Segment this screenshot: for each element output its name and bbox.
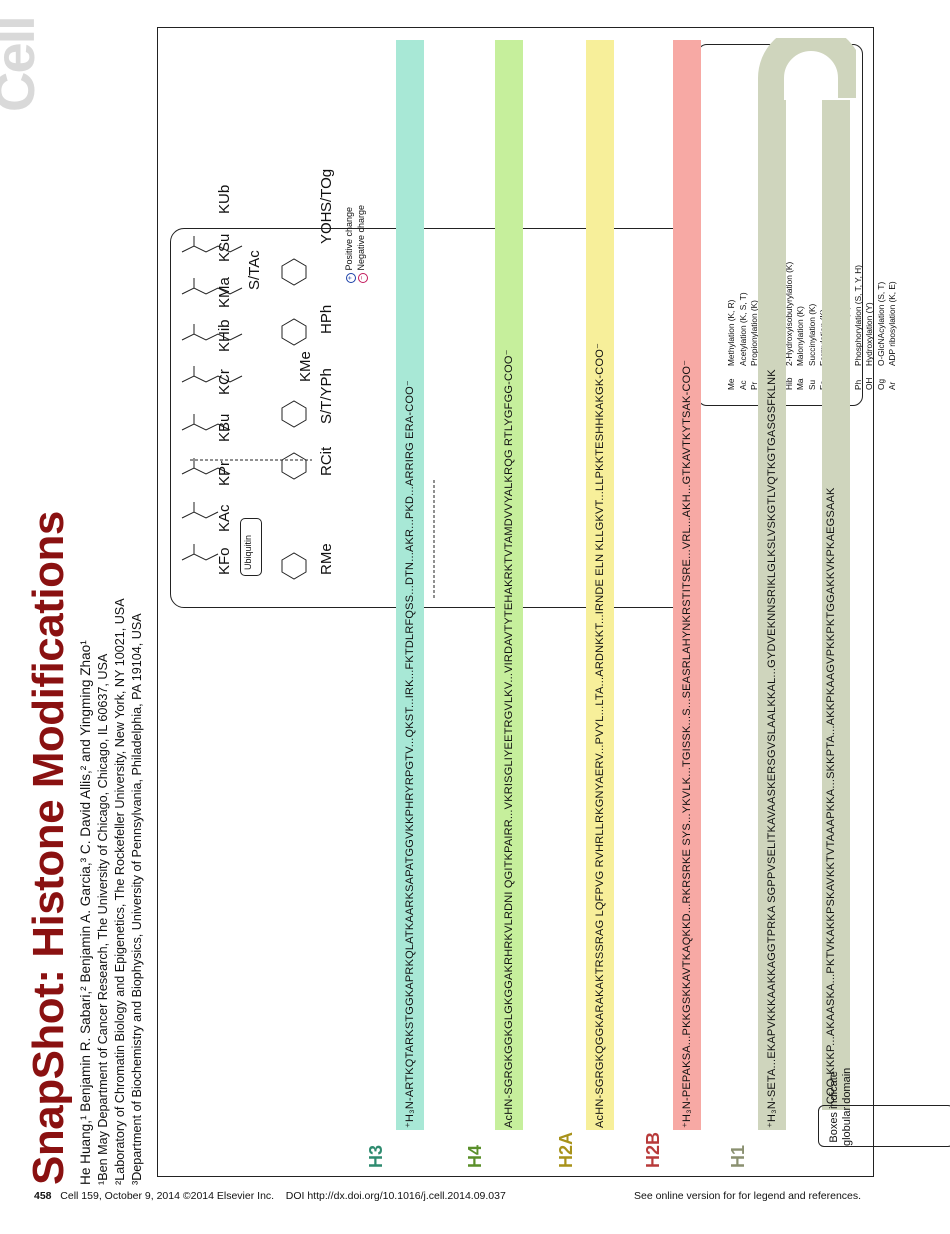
histone-band-h1 [758,100,786,1130]
legend-item: Ph Phosphorylation (S, T, Y, H) [853,262,865,390]
acyl-chain-structure [181,553,219,561]
legend-item: Me Methylation (K, R) [726,262,738,390]
histone-sequence-h1: ⁺H₃N-SETA...EKAPVKKKAAKKAGGTPRKA SGPPVSE… [766,369,778,1128]
page-title: SnapShot: Histone Modifications [24,511,73,1185]
histone-name-h4: H4 [465,1144,485,1168]
legend-text: Malonylation (K) [795,306,805,366]
legend-abbr: Ac [737,380,748,390]
mod-label-s-tog: S/TOg [318,168,335,212]
histone-sequence-h4: AcHN-SGRGKGGKGLGKGGAKRHRKVLRDNI QGITKPAI… [503,349,515,1128]
histone-name-h3: H3 [366,1144,386,1168]
histone-name-h2b: H2B [643,1131,663,1168]
mod-label-rme: RMe [318,543,335,575]
figure-frame [157,27,874,1177]
legend-abbr: Ph [852,379,863,390]
mod-label-kma: KMa [216,277,233,308]
mod-label-rcit: RCit [318,446,335,476]
footer: 458 Cell 159, October 9, 2014 ©2014 Else… [34,1190,506,1202]
acyl-chain-structure [181,423,231,431]
mod-label-kbu: KBu [216,413,233,442]
ring-structure [281,400,307,428]
mod-label-kme: KMe [297,351,314,382]
legend-text: Acetylation (K, S, T) [737,292,748,366]
legend-text: ADP ribosylation (K, E) [887,281,897,366]
footer-note: See online version for for legend and re… [634,1190,862,1202]
legend-item: Ar ADP ribosylation (K, E) [887,262,899,390]
acyl-chain-structure [181,333,243,341]
journal-logo: Cell [0,17,46,112]
legend-text: Phosphorylation (S, T, Y, H) [852,265,863,366]
modification-structures-drawing [181,236,435,600]
legend-text: Succinylation (K) [806,303,817,366]
charge-legend-positive: + Positive change [344,207,356,283]
mod-label-ksu: KSu [216,233,233,262]
legend-abbr: Su [806,379,817,390]
mod-label-kpr: KPr [216,460,233,486]
mod-label-s-tac: S/TAc [246,250,263,290]
ubiquitin-box [240,518,262,576]
histone-sequence-h2b: ⁺H₃N-PEPAKSA...PKKGSKKAVTKAQKKD...RKRSRK… [681,359,693,1128]
ring-structure [281,452,307,480]
histone-band-h4 [495,40,523,1130]
histone-band-h2b [673,40,701,1130]
h1-tail-sequence: -COO-KKKP...AKAASKA...PKTVKAKKPSKAVKKTVT… [825,487,837,1108]
mod-label-hph: HPh [318,304,335,334]
mod-label-kfo: KFo [216,547,233,575]
legend-text: Methylation (K, R) [726,299,736,366]
legend-item: OH Hydroxylation (Y) [864,262,876,390]
histone-name-h1: H1 [728,1144,748,1168]
legend-item: Og O-GlcNAcylation (S, T) [876,262,888,390]
legend-item: Ma Malonylation (K) [795,262,807,390]
legend-text: Hydroxylation (Y) [864,302,874,366]
h1-tail-arc [758,38,856,148]
author-list: He Huang,¹ Benjamin R. Sabari,² Benjamin… [78,640,93,1185]
histone-band-h3 [396,40,424,1130]
acyl-chain-structure [181,287,243,295]
histone-sequence-h3: ⁺H₃N-ARTKQTARKSTGGKAPRKQLATKAARKSAPATGGV… [404,380,416,1128]
legend-abbr: Ar [887,381,897,390]
legend-item: Su Succinylation (K) [807,262,819,390]
ring-structure [281,552,307,580]
globular-domain-note: Boxes indicate globular domain [828,1067,853,1146]
legend-abbr: Og [875,378,886,390]
mod-label-khib: KHib [216,319,233,352]
histone-name-h2a: H2A [556,1131,576,1168]
acyl-chain-structure [181,467,231,475]
charge-legend-negative: − Negative charge [356,205,368,283]
mod-label-kub: KUb [216,184,233,214]
mod-label-kac: KAc [216,504,233,532]
legend-text: O-GlcNAcylation (S, T) [875,281,886,366]
affiliation-1: ¹Ben May Department of Cancer Research, … [96,653,110,1185]
ring-structure [281,258,307,286]
legend-abbr: OH [864,377,874,390]
mod-label-yoh: YOH [318,211,335,244]
affiliation-3: ³Department of Biochemistry and Biophysi… [130,613,144,1185]
ubiquitin-label: Ubiquitin [243,534,253,570]
mod-label-s-t-yph: S/T/YPh [318,368,335,424]
ring-structure [281,318,307,346]
doi: DOI http://dx.doi.org/10.1016/j.cell.201… [285,1190,506,1202]
page-number: 458 [34,1190,52,1202]
journal-citation: Cell 159, October 9, 2014 ©2014 Elsevier… [60,1190,275,1202]
acyl-chain-structure [181,245,243,253]
histone-band-h2a [586,40,614,1130]
mod-label-kcr: KCr [216,369,233,395]
affiliation-2: ²Laboratory of Chromatin Biology and Epi… [113,598,127,1185]
acyl-chain-structure [181,511,219,519]
histone-sequence-h2a: AcHN-SGRGKQGGKARAKAKTRSSRAG LQFPVG RVHRL… [594,343,606,1128]
acyl-chain-structure [181,375,243,383]
legend-abbr: Me [726,378,736,390]
abbreviation-legend: Me Methylation (K, R) Ac Acetylation (K, S,… [726,262,899,390]
legend-abbr: Ma [795,378,805,390]
h1-tail-band [822,100,850,1110]
legend-item: Ac Acetylation (K, S, T) [738,262,750,390]
